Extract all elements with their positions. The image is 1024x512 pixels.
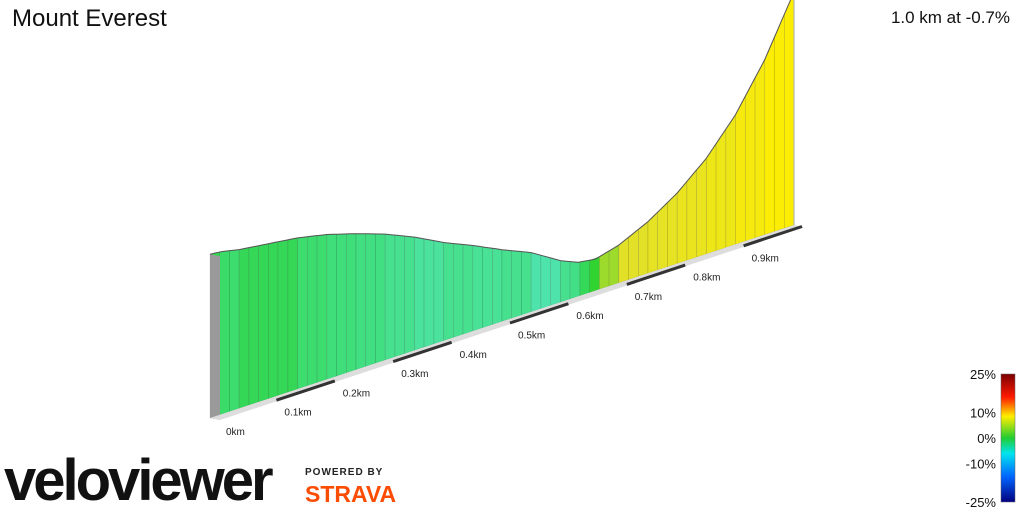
distance-tick-label: 0.7km	[635, 292, 662, 303]
gradient-slice	[336, 233, 347, 377]
distance-ticks: 0km 0.1km 0.2km 0.3km 0.4km 0.5km 0.6km 0.7km 0.…	[226, 253, 779, 438]
gradient-slice	[268, 241, 279, 400]
distance-tick-label: 0.5km	[518, 331, 545, 342]
gradient-slice	[433, 240, 444, 345]
powered-by-label: POWERED BY	[305, 467, 384, 478]
distance-segment	[743, 225, 803, 248]
gradient-slice	[355, 233, 367, 371]
legend-tick-label: 25%	[970, 367, 996, 382]
gradient-slice	[676, 180, 688, 265]
gradient-slice	[297, 236, 308, 390]
gradient-slice	[219, 250, 230, 416]
gradient-slice	[715, 128, 727, 252]
gradient-slice	[375, 233, 386, 364]
gradient-slice	[326, 233, 337, 380]
gradient-legend: 25% 10% 0% -10% -25%	[966, 367, 1016, 510]
distance-tick-label: 0.6km	[576, 311, 603, 322]
gradient-slice	[482, 246, 493, 329]
gradient-slice	[783, 0, 795, 229]
gradient-slice	[560, 260, 571, 303]
gradient-slice	[472, 245, 483, 332]
gradient-slice	[404, 235, 415, 355]
gradient-slice	[686, 168, 698, 261]
distance-segment	[509, 302, 569, 325]
segment-summary: 1.0 km at -0.7%	[890, 8, 1010, 27]
gradient-slice	[725, 113, 736, 248]
gradient-slice	[452, 243, 464, 339]
distance-segment	[275, 379, 336, 402]
gradient-slice	[521, 251, 532, 316]
gradient-slice	[579, 259, 590, 297]
gradient-slice	[754, 59, 766, 239]
gradient-slice	[608, 244, 620, 287]
distance-segment	[392, 340, 453, 364]
gradient-slice	[462, 244, 474, 335]
gradient-slice	[764, 36, 775, 236]
legend-tick-label: 0%	[977, 431, 996, 446]
distance-tick-label: 0.2km	[343, 388, 370, 399]
gradient-slice	[394, 234, 406, 358]
gradient-slice	[637, 220, 649, 277]
legend-tick-label: -25%	[966, 495, 997, 510]
distance-tick-label: 0.4km	[460, 350, 487, 361]
distance-segment	[626, 263, 686, 286]
gradient-slice	[744, 77, 756, 242]
gradient-slice	[735, 96, 746, 245]
gradient-slice	[443, 242, 454, 342]
gradient-slice	[530, 252, 542, 313]
distance-tick-label: 0.1km	[284, 408, 311, 419]
gradient-slice	[306, 235, 318, 387]
gradient-slice	[774, 14, 785, 232]
gradient-slice	[384, 233, 396, 361]
legend-tick-label: 10%	[970, 405, 996, 420]
gradient-slice	[550, 257, 561, 306]
logo-text: veloviewer	[4, 452, 273, 508]
distance-tick-label: 0.8km	[693, 273, 720, 284]
strava-logo: STRAVA	[305, 481, 397, 507]
gradient-slice	[598, 250, 610, 290]
chart-title: Mount Everest	[12, 5, 167, 32]
gradient-slice	[501, 249, 513, 322]
legend-color-bar	[1000, 373, 1016, 503]
gradient-slice	[316, 234, 328, 384]
gradient-slice	[248, 245, 260, 406]
gradient-slice	[667, 192, 678, 268]
gradient-slice	[696, 157, 707, 258]
elevation-line	[209, 0, 792, 263]
gradient-slice	[423, 238, 435, 348]
gradient-slice	[229, 249, 240, 413]
gradient-slice	[238, 247, 250, 409]
gradient-slice	[706, 142, 717, 255]
profile-base	[210, 225, 804, 420]
legend-tick-label: -10%	[966, 457, 997, 472]
distance-tick-label: 0.9km	[752, 253, 779, 264]
gradient-slice	[287, 237, 298, 393]
gradient-slice	[647, 211, 659, 274]
gradient-slice	[277, 239, 289, 396]
gradient-slice	[569, 261, 581, 300]
gradient-slice	[657, 201, 668, 271]
gradient-slice	[511, 250, 522, 319]
gradient-slice	[491, 247, 503, 326]
gradient-slice	[258, 243, 269, 403]
gradient-slice	[540, 254, 552, 310]
profile-outline	[209, 0, 795, 263]
veloviewer-logo: veloviewer	[4, 452, 276, 508]
gradient-slice	[628, 228, 639, 281]
distance-tick-label: 0km	[226, 427, 245, 438]
gradient-slice	[589, 256, 600, 294]
distance-tick-label: 0.3km	[401, 369, 428, 380]
profile-start-side	[210, 254, 220, 420]
gradient-slice	[365, 233, 376, 367]
gradient-slice	[345, 233, 357, 374]
gradient-slice	[414, 236, 425, 351]
gradient-slices	[209, 0, 795, 420]
